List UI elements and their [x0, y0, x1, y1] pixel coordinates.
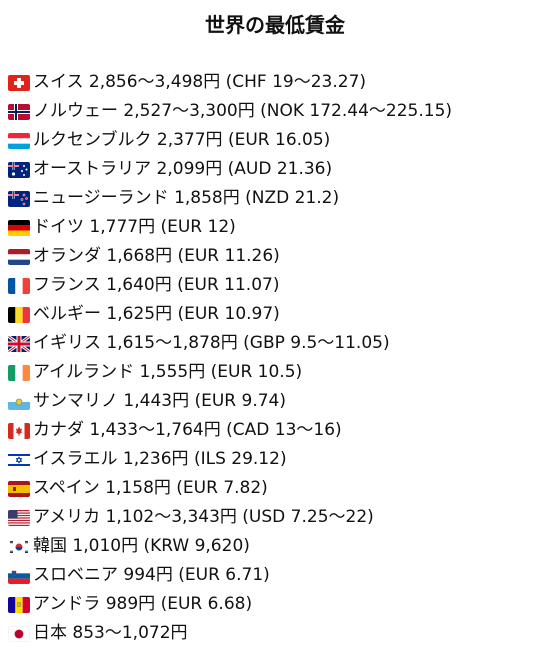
andorra-flag-icon	[8, 596, 30, 613]
belgium-flag-icon	[8, 306, 30, 323]
list-item: スロベニア 994円 (EUR 6.71)	[8, 561, 452, 590]
usa-flag-icon	[8, 509, 30, 526]
netherlands-flag-icon	[8, 248, 30, 265]
new-zealand-flag-icon	[8, 190, 30, 207]
list-item-text: イギリス 1,615〜1,878円 (GBP 9.5〜11.05)	[33, 333, 390, 353]
south-korea-flag-icon	[8, 538, 30, 555]
page-title: 世界の最低賃金	[205, 13, 345, 37]
list-item-text: ルクセンブルク 2,377円 (EUR 16.05)	[33, 130, 331, 150]
list-item: イスラエル 1,236円 (ILS 29.12)	[8, 445, 452, 474]
list-item: スイス 2,856〜3,498円 (CHF 19〜23.27)	[8, 68, 452, 97]
list-item: カナダ 1,433〜1,764円 (CAD 13〜16)	[8, 416, 452, 445]
san-marino-flag-icon	[8, 393, 30, 410]
list-item-text: アイルランド 1,555円 (EUR 10.5)	[33, 362, 303, 382]
japan-flag-icon	[8, 625, 30, 642]
list-item-text: アメリカ 1,102〜3,343円 (USD 7.25〜22)	[33, 507, 374, 527]
list-item-text: 日本 853〜1,072円	[33, 623, 188, 643]
list-item-text: ベルギー 1,625円 (EUR 10.97)	[33, 304, 280, 324]
list-item: ニュージーランド 1,858円 (NZD 21.2)	[8, 184, 452, 213]
israel-flag-icon	[8, 451, 30, 468]
list-item-text: カナダ 1,433〜1,764円 (CAD 13〜16)	[33, 420, 342, 440]
list-item: フランス 1,640円 (EUR 11.07)	[8, 271, 452, 300]
slovenia-flag-icon	[8, 567, 30, 584]
list-item-text: フランス 1,640円 (EUR 11.07)	[33, 275, 280, 295]
list-item: オーストラリア 2,099円 (AUD 21.36)	[8, 155, 452, 184]
list-item-text: イスラエル 1,236円 (ILS 29.12)	[33, 449, 287, 469]
wage-list: スイス 2,856〜3,498円 (CHF 19〜23.27) ノルウェー 2,…	[8, 68, 452, 648]
list-item: ノルウェー 2,527〜3,300円 (NOK 172.44〜225.15)	[8, 97, 452, 126]
list-item: 日本 853〜1,072円	[8, 619, 452, 648]
list-item-text: ドイツ 1,777円 (EUR 12)	[33, 217, 236, 237]
list-item: イギリス 1,615〜1,878円 (GBP 9.5〜11.05)	[8, 329, 452, 358]
list-item: オランダ 1,668円 (EUR 11.26)	[8, 242, 452, 271]
list-item-text: スペイン 1,158円 (EUR 7.82)	[33, 478, 268, 498]
australia-flag-icon	[8, 161, 30, 178]
ireland-flag-icon	[8, 364, 30, 381]
list-item-text: スロベニア 994円 (EUR 6.71)	[33, 565, 270, 585]
list-item: ドイツ 1,777円 (EUR 12)	[8, 213, 452, 242]
list-item: ベルギー 1,625円 (EUR 10.97)	[8, 300, 452, 329]
list-item: ルクセンブルク 2,377円 (EUR 16.05)	[8, 126, 452, 155]
list-item-text: アンドラ 989円 (EUR 6.68)	[33, 594, 253, 614]
spain-flag-icon	[8, 480, 30, 497]
list-item-text: 韓国 1,010円 (KRW 9,620)	[33, 536, 250, 556]
list-item-text: オーストラリア 2,099円 (AUD 21.36)	[33, 159, 333, 179]
list-item-text: スイス 2,856〜3,498円 (CHF 19〜23.27)	[33, 72, 367, 92]
germany-flag-icon	[8, 219, 30, 236]
list-item: サンマリノ 1,443円 (EUR 9.74)	[8, 387, 452, 416]
list-item: アイルランド 1,555円 (EUR 10.5)	[8, 358, 452, 387]
list-item: スペイン 1,158円 (EUR 7.82)	[8, 474, 452, 503]
norway-flag-icon	[8, 103, 30, 120]
luxembourg-flag-icon	[8, 132, 30, 149]
list-item-text: ノルウェー 2,527〜3,300円 (NOK 172.44〜225.15)	[33, 101, 453, 121]
list-item: アメリカ 1,102〜3,343円 (USD 7.25〜22)	[8, 503, 452, 532]
list-item-text: オランダ 1,668円 (EUR 11.26)	[33, 246, 280, 266]
uk-flag-icon	[8, 335, 30, 352]
list-item: アンドラ 989円 (EUR 6.68)	[8, 590, 452, 619]
list-item-text: サンマリノ 1,443円 (EUR 9.74)	[33, 391, 286, 411]
switzerland-flag-icon	[8, 74, 30, 91]
list-item-text: ニュージーランド 1,858円 (NZD 21.2)	[33, 188, 340, 208]
list-item: 韓国 1,010円 (KRW 9,620)	[8, 532, 452, 561]
france-flag-icon	[8, 277, 30, 294]
canada-flag-icon	[8, 422, 30, 439]
